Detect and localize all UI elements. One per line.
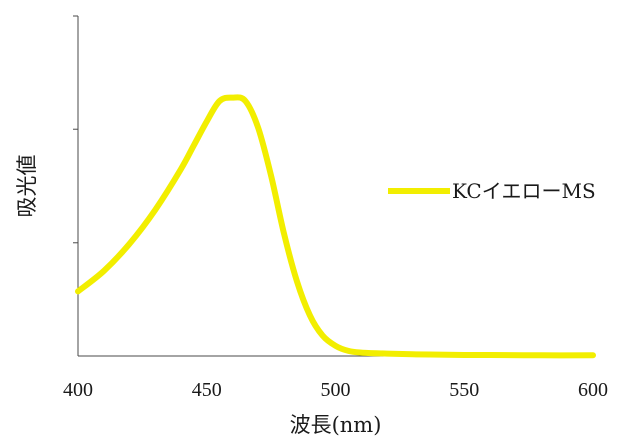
legend: KCイエローMS	[388, 179, 596, 203]
legend-label: KCイエローMS	[452, 179, 596, 203]
x-tick-label: 550	[449, 379, 479, 401]
x-tick-label: 450	[192, 379, 222, 401]
x-tick-label: 400	[63, 379, 93, 401]
x-tick-label: 500	[321, 379, 351, 401]
y-axis-title: 吸光値	[15, 155, 39, 218]
series-line-0	[75, 94, 596, 359]
series-layer	[75, 94, 596, 359]
x-tick-label: 600	[578, 379, 608, 401]
x-ticks: 400 450 500 550 600	[63, 379, 608, 401]
x-axis-title: 波長(nm)	[290, 413, 382, 436]
